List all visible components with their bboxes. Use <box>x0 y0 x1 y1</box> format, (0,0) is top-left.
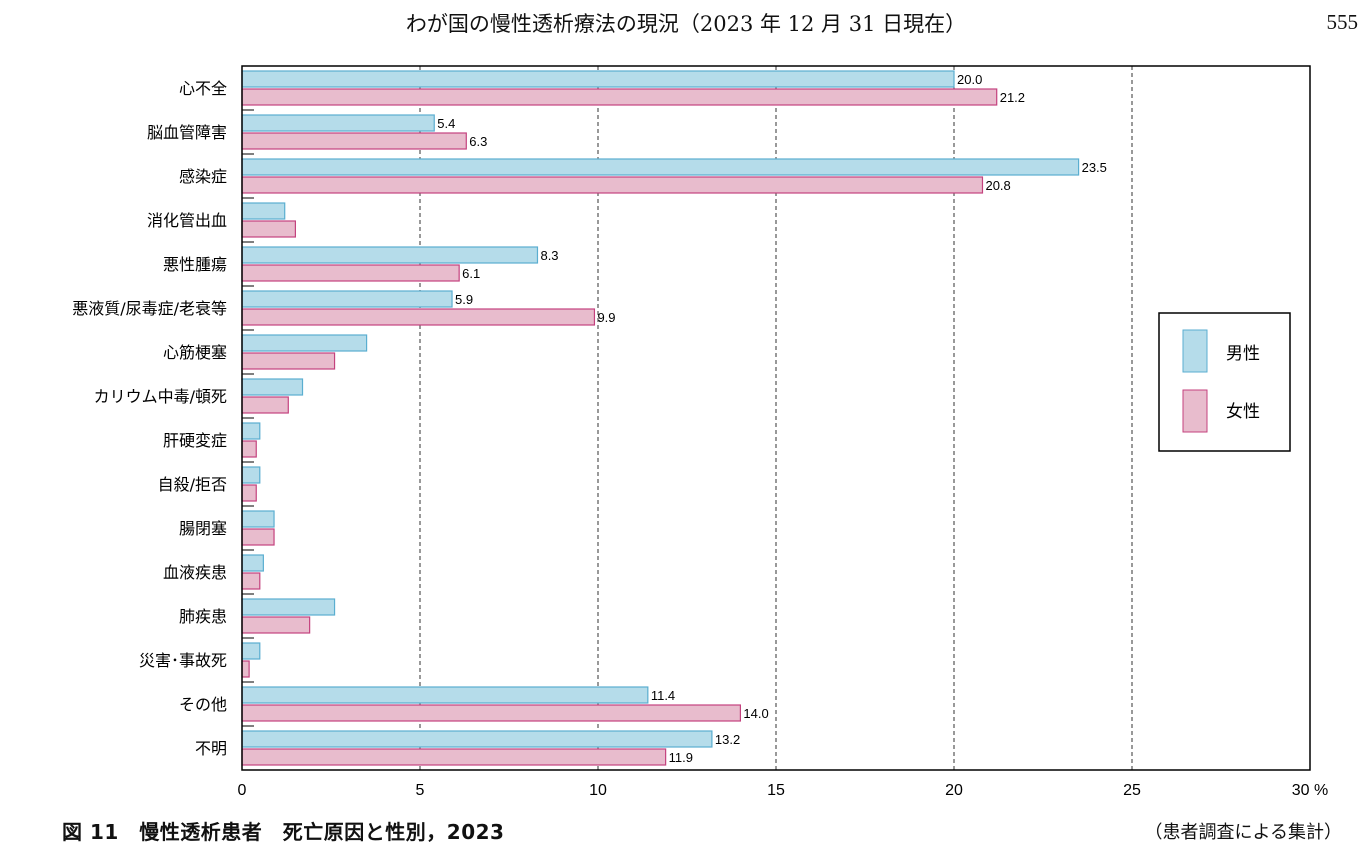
x-tick-label: 15 <box>767 782 785 799</box>
category-label: 災害･事故死 <box>139 651 227 670</box>
bar-male <box>241 70 955 88</box>
x-tick-label: 25 <box>1123 782 1141 799</box>
bar-female <box>241 220 297 238</box>
legend-box <box>1158 312 1291 452</box>
bar-male <box>241 114 435 132</box>
category-label: 自殺/拒否 <box>158 475 227 494</box>
data-label: 9.9 <box>597 310 615 325</box>
death-cause-bar-chart: 20.0 21.2 5.4 6.3 23.5 20.8 8.3 6.1 5.9 9.9 11.4 14… <box>72 65 1328 799</box>
legend-label-male: 男性 <box>1226 344 1260 364</box>
category-label: その他 <box>179 695 227 714</box>
page-number: 555 <box>1326 10 1359 34</box>
data-label: 11.9 <box>669 750 693 765</box>
bar-male <box>241 642 261 660</box>
bar-female <box>241 704 741 722</box>
x-tick-label: 5 <box>416 782 425 799</box>
legend: 男性 女性 <box>1158 312 1291 452</box>
x-tick-label: 30 % <box>1292 782 1328 799</box>
category-label: 消化管出血 <box>147 211 227 230</box>
bar-male <box>241 510 275 528</box>
bar-female <box>241 132 467 150</box>
data-label: 5.9 <box>455 292 473 307</box>
bar-female <box>241 616 311 634</box>
data-label: 23.5 <box>1082 160 1107 175</box>
bar-female <box>241 396 289 414</box>
data-label: 13.2 <box>715 732 740 747</box>
bar-male <box>241 246 539 264</box>
bar-male <box>241 158 1080 176</box>
bar-female <box>241 352 336 370</box>
category-label: 血液疾患 <box>163 563 227 582</box>
legend-swatch-male <box>1182 329 1208 373</box>
bar-male <box>241 202 286 220</box>
figure-caption: 図 11 慢性透析患者 死亡原因と性別，2023 <box>62 820 505 844</box>
data-label: 6.3 <box>469 134 487 149</box>
bar-male <box>241 334 368 352</box>
legend-label-female: 女性 <box>1226 402 1260 422</box>
category-label: 脳血管障害 <box>147 123 227 142</box>
bar-female <box>241 176 984 194</box>
bar-male <box>241 686 649 704</box>
bar-male <box>241 378 304 396</box>
category-label: 不明 <box>195 739 227 758</box>
category-label: 感染症 <box>179 167 227 186</box>
bars: 20.0 21.2 5.4 6.3 23.5 20.8 8.3 6.1 5.9 9.9 11.4 14… <box>241 70 1107 766</box>
category-label: 肝硬変症 <box>163 431 227 450</box>
data-label: 20.0 <box>957 72 982 87</box>
source-note: （患者調査による集計） <box>1144 822 1342 843</box>
category-label: 悪性腫瘍 <box>163 255 227 274</box>
bar-male <box>241 422 261 440</box>
bar-male <box>241 730 713 748</box>
data-label: 6.1 <box>462 266 480 281</box>
data-label: 11.4 <box>651 688 675 703</box>
bar-female <box>241 264 460 282</box>
x-tick-label: 0 <box>238 782 247 799</box>
x-tick-label: 10 <box>589 782 607 799</box>
data-label: 21.2 <box>1000 90 1025 105</box>
legend-swatch-female <box>1182 389 1208 433</box>
bar-female <box>241 748 667 766</box>
category-label: 心筋梗塞 <box>163 343 227 362</box>
category-label: 悪液質/尿毒症/老衰等 <box>72 299 227 318</box>
bar-female <box>241 660 250 678</box>
bar-male <box>241 290 453 308</box>
data-label: 20.8 <box>985 178 1010 193</box>
bar-female <box>241 484 257 502</box>
x-tick-label: 20 <box>945 782 963 799</box>
bar-female <box>241 88 998 106</box>
grid-lines <box>419 66 1133 770</box>
bar-female <box>241 572 261 590</box>
category-label: 心不全 <box>179 79 227 98</box>
bar-male <box>241 466 261 484</box>
bar-female <box>241 528 275 546</box>
bar-female <box>241 440 257 458</box>
page-header-title: わが国の慢性透析療法の現況（2023 年 12 月 31 日現在） <box>405 12 967 36</box>
bar-male <box>241 554 264 572</box>
category-label: カリウム中毒/頓死 <box>94 387 227 406</box>
axes: 0 5 10 15 20 25 30 % 心不全脳血管障害感染症消化管出血悪性腫瘍悪液質/尿毒… <box>72 79 1328 799</box>
bar-female <box>241 308 596 326</box>
data-label: 14.0 <box>743 706 768 721</box>
data-label: 5.4 <box>437 116 455 131</box>
data-label: 8.3 <box>540 248 558 263</box>
category-label: 腸閉塞 <box>179 519 227 538</box>
category-label: 肺疾患 <box>179 607 227 626</box>
bar-male <box>241 598 336 616</box>
